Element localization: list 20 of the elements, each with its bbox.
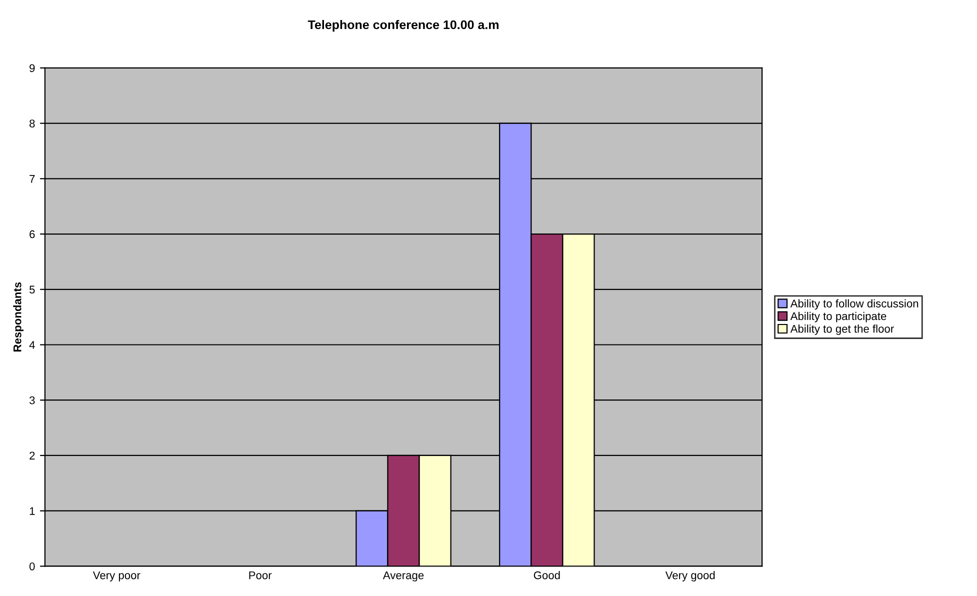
y-tick-label: 7 xyxy=(30,175,35,183)
x-tick-label: Average xyxy=(382,571,424,582)
y-tick-label: 3 xyxy=(29,396,35,404)
x-tick-label: Poor xyxy=(249,571,272,580)
x-tick-label: Very poor xyxy=(92,571,140,582)
x-tick-label: Very good xyxy=(665,571,715,582)
y-tick-label: 2 xyxy=(30,452,35,460)
y-tick-label: 4 xyxy=(29,341,35,349)
legend-label: Ability to participate xyxy=(790,312,886,322)
y-tick-label: 1 xyxy=(30,507,35,515)
x-tick-label: Good xyxy=(534,571,560,580)
chart-title: Telephone conference 10.00 a.m xyxy=(308,20,498,32)
y-tick-label: 8 xyxy=(30,120,35,128)
y-tick-label: 9 xyxy=(30,64,35,72)
y-tick-label: 5 xyxy=(29,286,35,294)
y-tick-label: 0 xyxy=(29,562,35,570)
legend-label: Ability to get the floor xyxy=(790,324,894,335)
y-tick-label: 6 xyxy=(30,230,35,238)
legend-label: Ability to follow discussion xyxy=(790,299,918,310)
y-axis-title: Respondants xyxy=(13,282,24,352)
